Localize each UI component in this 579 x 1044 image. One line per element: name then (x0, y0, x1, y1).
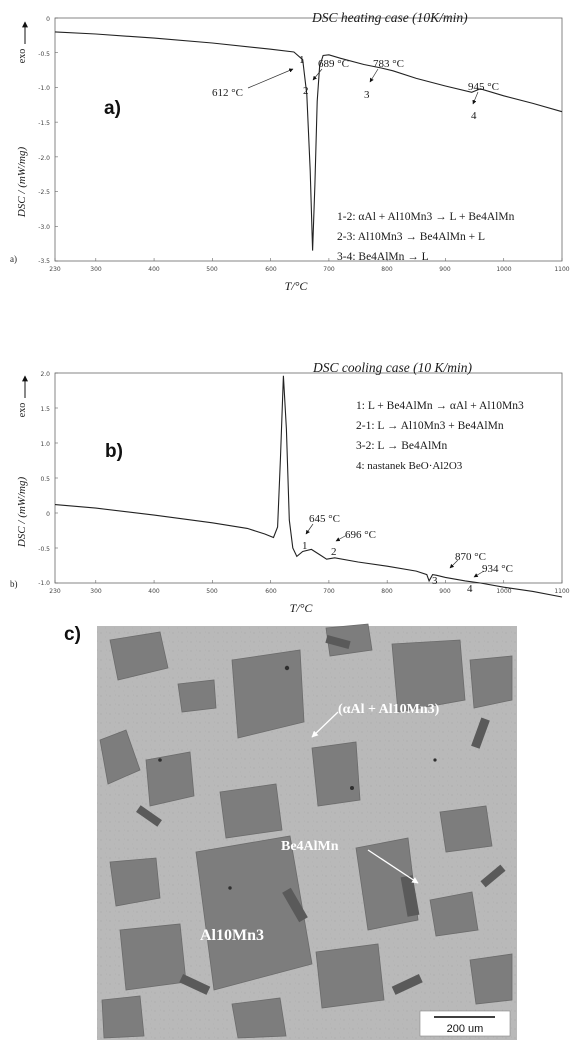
point-label-a-3: 3 (364, 89, 370, 101)
x-tick-a-3: 500 (206, 266, 218, 273)
y-tick-b-1: 1.5 (40, 406, 50, 413)
y-tick-a-0: 0 (46, 16, 50, 23)
point-label-b-1: 1 (302, 540, 308, 552)
y-tick-a-1: -0.5 (38, 51, 50, 58)
annot-arrow-b-696 (335, 534, 348, 542)
plot-area-a (54, 17, 563, 262)
x-tick-b-2: 400 (148, 588, 160, 595)
y-tick-a-3: -1.5 (38, 120, 50, 127)
x-tick-b-0: 230 (49, 588, 61, 595)
x-tick-a-4: 600 (265, 266, 277, 273)
panel-label-b: b) (105, 441, 123, 462)
legend-b-4: 4: nastanek BeO·Al2O3 (356, 460, 463, 472)
y-tick-b-4: 0 (46, 511, 50, 518)
panel-label-a: a) (104, 98, 121, 119)
legend-b-1: 1: L + Be4AlMn → αAl + Al10Mn3 (356, 400, 524, 412)
point-label-b-2: 2 (331, 546, 337, 558)
y-tick-a-6: -3.0 (38, 224, 50, 231)
annot-a-783: 783 °C (373, 58, 404, 70)
x-tick-b-4: 600 (265, 588, 277, 595)
corner-label-a: a) (10, 254, 17, 264)
x-tick-a-7: 900 (439, 266, 451, 273)
x-axis-label-a: T/°C (285, 279, 309, 293)
exo-label-a: exo (17, 49, 28, 63)
point-label-a-2: 2 (303, 85, 309, 97)
legend-a-3: 3-4: Be4AlMn → L (337, 251, 429, 263)
dsc-heating-curve (54, 31, 563, 251)
arrow-be4almn-icon (367, 849, 419, 884)
annot-arrow-b-934 (473, 570, 485, 578)
annot-arrow-a-783 (369, 68, 379, 83)
annot-arrow-b-870 (449, 559, 459, 569)
annot-b-870: 870 °C (455, 551, 486, 563)
scale-bar-label: 200 um (447, 1023, 484, 1035)
y-tick-b-5: -0.5 (38, 546, 50, 553)
x-tick-a-0: 230 (49, 266, 61, 273)
x-axis-label-b: T/°C (290, 601, 314, 615)
y-axis-label-b: DSC / (mW/mg) (16, 477, 28, 549)
x-tick-b-5: 700 (323, 588, 335, 595)
annot-arrow-a-945 (472, 91, 479, 105)
annot-b-696: 696 °C (345, 529, 376, 541)
x-tick-a-9: 1100 (554, 266, 569, 273)
exo-label-b: exo (17, 403, 28, 417)
y-tick-a-7: -3.5 (38, 258, 50, 265)
x-tick-b-8: 1000 (496, 588, 511, 595)
dsc-cooling-curve (54, 375, 563, 598)
y-tick-b-6: -1.0 (38, 580, 50, 587)
x-tick-a-2: 400 (148, 266, 160, 273)
micrograph-panel: c) (64, 623, 517, 1040)
y-axis-label-a: DSC / (mW/mg) (16, 147, 28, 219)
y-tick-a-2: -1.0 (38, 85, 50, 92)
corner-label-b: b) (10, 579, 18, 589)
y-tick-b-3: 0.5 (40, 476, 50, 483)
micrograph-image (97, 623, 517, 1040)
point-label-a-4: 4 (471, 110, 477, 122)
y-tick-b-0: 2.0 (40, 371, 50, 378)
label-be4almn: Be4AlMn (281, 839, 339, 854)
chart-b: 2.0 1.5 1.0 0.5 0 -0.5 -1.0 230 300 400 … (10, 360, 570, 615)
annot-a-945: 945 °C (468, 81, 499, 93)
annot-a-689: 689 °C (318, 58, 349, 70)
point-label-b-4: 4 (467, 583, 473, 595)
annot-b-934: 934 °C (482, 563, 513, 575)
chart-a-title: DSC heating case (10K/min) (311, 10, 468, 25)
point-label-b-3: 3 (432, 575, 438, 587)
x-tick-a-5: 700 (323, 266, 335, 273)
annot-a-612: 612 °C (212, 87, 243, 99)
tick-marks-a (54, 17, 563, 262)
tick-marks-b (54, 372, 563, 584)
arrow-eutectic-icon (311, 711, 339, 738)
legend-a-1: 1-2: αAl + Al10Mn3 → L + Be4AlMn (337, 211, 515, 223)
panel-label-c: c) (64, 624, 81, 645)
x-tick-b-1: 300 (90, 588, 102, 595)
legend-b-3: 3-2: L → Be4AlMn (356, 440, 447, 452)
chart-a: 0 -0.5 -1.0 -1.5 -2.0 -2.5 -3.0 -3.5 230… (10, 10, 570, 293)
x-tick-b-9: 1100 (554, 588, 569, 595)
annot-arrow-a-689 (312, 68, 323, 81)
x-tick-a-8: 1000 (496, 266, 511, 273)
x-tick-a-1: 300 (90, 266, 102, 273)
point-label-a-1: 1 (299, 54, 305, 66)
annot-arrow-a-612 (247, 68, 294, 89)
scale-bar-box (419, 1010, 511, 1037)
x-tick-b-6: 800 (381, 588, 393, 595)
annot-arrow-b-645 (305, 523, 314, 535)
x-tick-b-7: 900 (439, 588, 451, 595)
legend-b-2: 2-1: L → Al10Mn3 + Be4AlMn (356, 420, 504, 432)
label-al10mn3: Al10Mn3 (200, 927, 264, 944)
annot-b-645: 645 °C (309, 513, 340, 525)
legend-a-2: 2-3: Al10Mn3 → Be4AlMn + L (337, 231, 485, 243)
x-tick-a-6: 800 (381, 266, 393, 273)
y-tick-a-4: -2.0 (38, 155, 50, 162)
y-tick-a-5: -2.5 (38, 189, 50, 196)
x-tick-b-3: 500 (206, 588, 218, 595)
chart-b-title: DSC cooling case (10 K/min) (312, 360, 472, 375)
label-eutectic: (αAl + Al10Mn3) (338, 702, 440, 717)
y-tick-b-2: 1.0 (40, 441, 50, 448)
